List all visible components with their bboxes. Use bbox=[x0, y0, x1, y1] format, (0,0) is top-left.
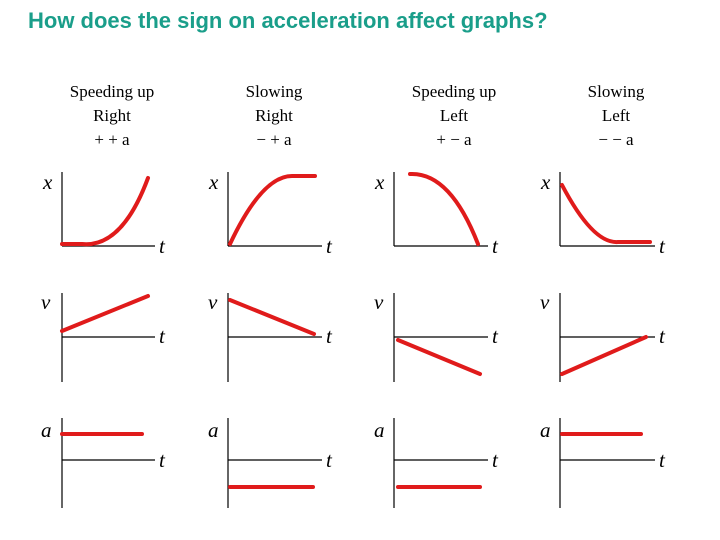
velocity-line-slowing-right bbox=[228, 298, 316, 336]
axis-label-x: x bbox=[43, 170, 53, 194]
slide-title: How does the sign on acceleration affect… bbox=[28, 8, 548, 33]
axis-label-t: t bbox=[159, 324, 165, 348]
axis-label-x: x bbox=[541, 170, 551, 194]
header-line-1: Slowing bbox=[245, 82, 303, 101]
position-curve-slowing-left bbox=[560, 183, 652, 245]
axis-label-v: v bbox=[208, 290, 218, 314]
axis-label-x: x bbox=[375, 170, 385, 194]
axis-label-t: t bbox=[159, 234, 165, 258]
axis-label-x: x bbox=[209, 170, 219, 194]
header-line-2: Right bbox=[93, 106, 131, 125]
header-line-1: Speeding up bbox=[69, 82, 155, 101]
axis-label-a: a bbox=[208, 418, 219, 442]
header-line-3: − − a bbox=[598, 130, 634, 149]
axis-label-a: a bbox=[540, 418, 551, 442]
axis-label-t: t bbox=[159, 448, 165, 472]
header-line-1: Slowing bbox=[587, 82, 645, 101]
axis-label-t: t bbox=[326, 324, 332, 348]
position-curve-speeding-up-left bbox=[408, 171, 480, 246]
header-slowing-right: Slowing Right − + a bbox=[194, 80, 354, 152]
curves bbox=[60, 171, 652, 489]
axis-label-v: v bbox=[374, 290, 384, 314]
axis-label-v: v bbox=[540, 290, 550, 314]
axis-label-t: t bbox=[326, 234, 332, 258]
velocity-line-slowing-left bbox=[560, 335, 648, 376]
axis-label-a: a bbox=[374, 418, 385, 442]
axis-label-v: v bbox=[41, 290, 51, 314]
axis-label-t: t bbox=[492, 324, 498, 348]
header-line-3: − + a bbox=[256, 130, 292, 149]
header-slowing-left: Slowing Left − − a bbox=[536, 80, 696, 152]
axis-label-t: t bbox=[326, 448, 332, 472]
velocity-line-speeding-up-right bbox=[60, 294, 150, 333]
position-curve-slowing-right bbox=[228, 174, 317, 246]
header-speeding-up-right: Speeding up Right + + a bbox=[32, 80, 192, 152]
header-line-2: Left bbox=[601, 106, 631, 125]
header-line-3: + + a bbox=[94, 130, 130, 149]
header-line-1: Speeding up bbox=[411, 82, 497, 101]
axis-label-a: a bbox=[41, 418, 52, 442]
axes bbox=[61, 172, 655, 508]
header-line-3: + − a bbox=[436, 130, 472, 149]
axis-label-t: t bbox=[659, 234, 665, 258]
axis-label-t: t bbox=[659, 324, 665, 348]
velocity-line-speeding-up-left bbox=[396, 338, 482, 376]
header-line-2: Right bbox=[255, 106, 293, 125]
header-line-2: Left bbox=[439, 106, 469, 125]
header-speeding-up-left: Speeding up Left + − a bbox=[374, 80, 534, 152]
axis-label-t: t bbox=[492, 448, 498, 472]
axis-label-t: t bbox=[659, 448, 665, 472]
position-curve-speeding-up-right bbox=[60, 176, 150, 247]
axis-label-t: t bbox=[492, 234, 498, 258]
